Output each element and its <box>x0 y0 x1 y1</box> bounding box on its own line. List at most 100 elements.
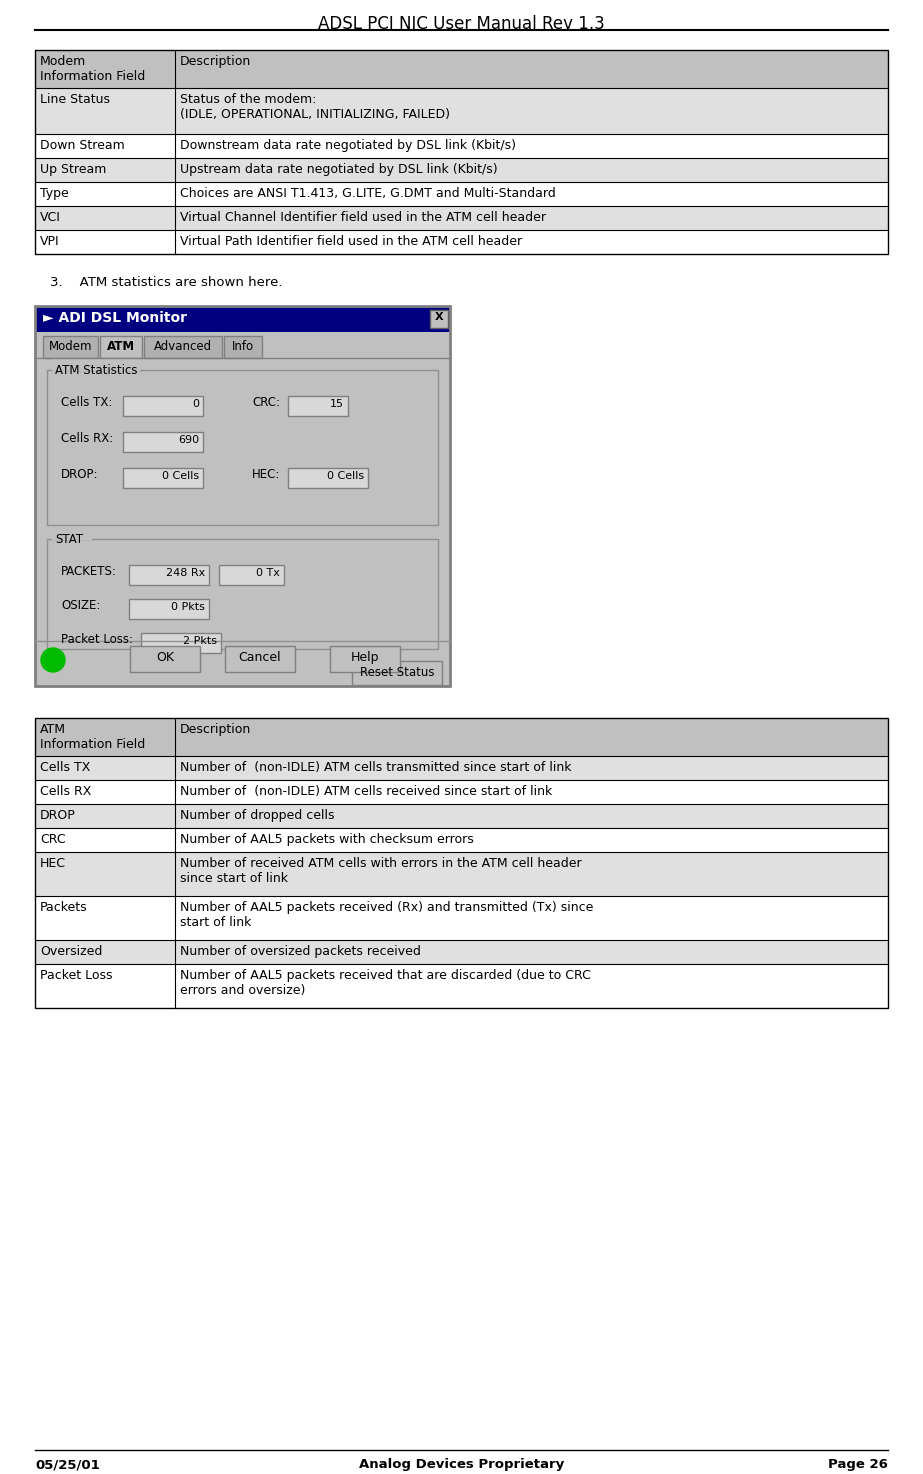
Text: Modem
Information Field: Modem Information Field <box>40 55 145 83</box>
Text: 15: 15 <box>330 399 344 408</box>
Text: PACKETS:: PACKETS: <box>61 565 117 578</box>
Bar <box>35 50 888 88</box>
Text: DROP: DROP <box>40 809 76 822</box>
Bar <box>47 539 438 649</box>
Bar <box>352 660 442 685</box>
Bar <box>35 88 888 134</box>
Text: Help: Help <box>351 652 379 663</box>
Text: HEC: HEC <box>40 856 66 870</box>
Text: OSIZE:: OSIZE: <box>61 598 101 612</box>
Text: ATM: ATM <box>107 340 135 352</box>
Text: 0 Tx: 0 Tx <box>256 567 280 578</box>
Text: Description: Description <box>180 55 251 68</box>
Text: Number of received ATM cells with errors in the ATM cell header
since start of l: Number of received ATM cells with errors… <box>180 856 581 884</box>
Bar <box>35 230 888 254</box>
Text: Packet Loss: Packet Loss <box>40 968 113 982</box>
Bar <box>330 646 400 672</box>
Bar <box>35 964 888 1008</box>
Bar <box>35 50 888 254</box>
Text: 690: 690 <box>178 435 199 445</box>
Bar <box>35 332 450 685</box>
Bar <box>47 370 438 525</box>
Text: Choices are ANSI T1.413, G.LITE, G.DMT and Multi-Standard: Choices are ANSI T1.413, G.LITE, G.DMT a… <box>180 187 556 200</box>
Bar <box>123 397 203 416</box>
Bar <box>35 718 888 1008</box>
Text: Virtual Channel Identifier field used in the ATM cell header: Virtual Channel Identifier field used in… <box>180 211 546 224</box>
Text: Oversized: Oversized <box>40 945 102 958</box>
Text: Advanced: Advanced <box>154 340 212 352</box>
Text: Virtual Path Identifier field used in the ATM cell header: Virtual Path Identifier field used in th… <box>180 234 522 248</box>
Bar <box>219 565 284 585</box>
Bar <box>430 310 448 329</box>
Text: Page 26: Page 26 <box>828 1458 888 1471</box>
Text: Down Stream: Down Stream <box>40 139 125 152</box>
Text: Downstream data rate negotiated by DSL link (Kbit/s): Downstream data rate negotiated by DSL l… <box>180 139 516 152</box>
Text: Info: Info <box>232 340 254 352</box>
Bar <box>35 828 888 852</box>
Bar <box>35 181 888 206</box>
Text: 05/25/01: 05/25/01 <box>35 1458 100 1471</box>
Bar <box>43 336 98 358</box>
Bar <box>35 756 888 780</box>
Text: 0: 0 <box>192 399 199 408</box>
Text: 0 Pkts: 0 Pkts <box>171 601 205 612</box>
Text: CRC:: CRC: <box>252 397 280 408</box>
Bar <box>130 646 200 672</box>
Text: OK: OK <box>156 652 174 663</box>
Text: Modem: Modem <box>49 340 92 352</box>
Text: Type: Type <box>40 187 68 200</box>
Text: Packet Loss:: Packet Loss: <box>61 632 133 646</box>
Bar <box>35 307 450 685</box>
Bar <box>35 780 888 803</box>
Bar <box>35 206 888 230</box>
Text: DROP:: DROP: <box>61 469 99 481</box>
Bar <box>35 134 888 158</box>
Text: Cells TX:: Cells TX: <box>61 397 113 408</box>
Bar <box>288 469 368 488</box>
Text: Analog Devices Proprietary: Analog Devices Proprietary <box>359 1458 564 1471</box>
Text: 0 Cells: 0 Cells <box>162 472 199 481</box>
Text: Number of AAL5 packets received that are discarded (due to CRC
errors and oversi: Number of AAL5 packets received that are… <box>180 968 591 996</box>
Text: 248 Rx: 248 Rx <box>166 567 205 578</box>
Bar <box>35 158 888 181</box>
Text: Reset Status: Reset Status <box>360 666 434 680</box>
Text: CRC: CRC <box>40 833 66 846</box>
Bar <box>35 803 888 828</box>
Bar <box>144 336 222 358</box>
Text: Number of  (non-IDLE) ATM cells transmitted since start of link: Number of (non-IDLE) ATM cells transmitt… <box>180 761 571 774</box>
Text: ADSL PCI NIC User Manual Rev 1.3: ADSL PCI NIC User Manual Rev 1.3 <box>318 15 605 32</box>
Text: HEC:: HEC: <box>252 469 281 481</box>
Text: X: X <box>435 312 443 321</box>
Bar <box>141 632 221 653</box>
Bar <box>100 336 142 358</box>
Text: Cancel: Cancel <box>239 652 282 663</box>
Text: Line Status: Line Status <box>40 93 110 106</box>
Bar <box>224 336 262 358</box>
Text: 0 Cells: 0 Cells <box>327 472 364 481</box>
Bar <box>288 397 348 416</box>
Text: Number of  (non-IDLE) ATM cells received since start of link: Number of (non-IDLE) ATM cells received … <box>180 786 552 797</box>
Text: ATM Statistics: ATM Statistics <box>55 364 138 377</box>
Circle shape <box>41 649 65 672</box>
Text: Cells TX: Cells TX <box>40 761 90 774</box>
Bar <box>52 528 92 539</box>
Text: STAT: STAT <box>55 534 83 545</box>
Bar <box>129 598 209 619</box>
Bar <box>35 940 888 964</box>
Text: Number of AAL5 packets with checksum errors: Number of AAL5 packets with checksum err… <box>180 833 473 846</box>
Text: Cells RX: Cells RX <box>40 786 91 797</box>
Text: Packets: Packets <box>40 901 88 914</box>
Text: ATM
Information Field: ATM Information Field <box>40 724 145 750</box>
Text: Description: Description <box>180 724 251 736</box>
Text: Number of oversized packets received: Number of oversized packets received <box>180 945 421 958</box>
Text: Number of AAL5 packets received (Rx) and transmitted (Tx) since
start of link: Number of AAL5 packets received (Rx) and… <box>180 901 593 929</box>
Text: 3.    ATM statistics are shown here.: 3. ATM statistics are shown here. <box>50 276 282 289</box>
Text: ► ADI DSL Monitor: ► ADI DSL Monitor <box>43 311 187 324</box>
Bar <box>35 718 888 756</box>
Text: Cells RX:: Cells RX: <box>61 432 114 445</box>
Bar <box>123 469 203 488</box>
Text: Number of dropped cells: Number of dropped cells <box>180 809 334 822</box>
Text: VPI: VPI <box>40 234 60 248</box>
Bar <box>52 360 140 371</box>
Text: Up Stream: Up Stream <box>40 164 106 175</box>
